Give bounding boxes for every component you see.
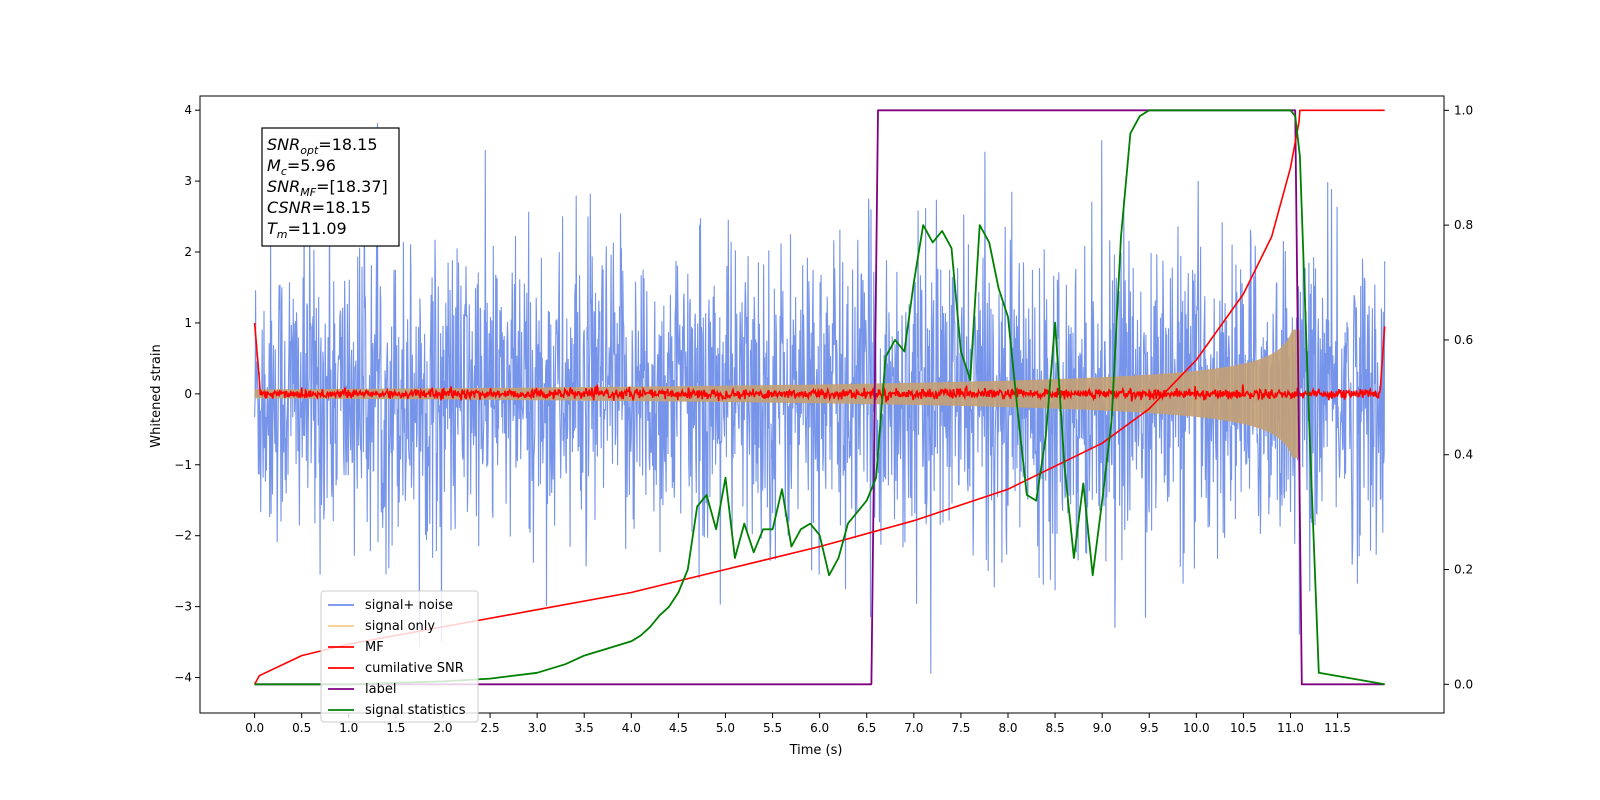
- x-tick-label: 1.5: [386, 721, 405, 735]
- x-tick-label: 1.0: [339, 721, 358, 735]
- y-left-tick-label: −3: [174, 600, 192, 614]
- x-tick-label: 6.0: [810, 721, 829, 735]
- stats-sub: c: [281, 165, 287, 178]
- legend-label: signal statistics: [365, 703, 466, 718]
- x-tick-label: 6.5: [857, 721, 876, 735]
- legend-label: signal+ noise: [365, 598, 453, 613]
- stats-line: SNRopt=18.15: [267, 135, 378, 157]
- x-tick-label: 2.5: [481, 721, 500, 735]
- x-tick-label: 0.5: [292, 721, 311, 735]
- stats-var: SNR: [267, 177, 300, 196]
- legend: signal+ noise signal only MF cumilative SNR…: [320, 590, 479, 723]
- series-signal-statistics: [254, 109, 1385, 686]
- x-tick-label: 0.0: [245, 721, 264, 735]
- x-tick-label: 8.0: [998, 721, 1017, 735]
- stats-var: SNR: [267, 135, 300, 154]
- stats-line: Tm=11.09: [267, 219, 347, 241]
- y-axis-label-left: Whitened strain: [149, 344, 164, 447]
- y-left-tick-label: 2: [184, 245, 192, 259]
- x-tick-label: 5.5: [763, 721, 782, 735]
- stats-var: CSNR: [267, 198, 312, 217]
- x-tick-label: 10.5: [1230, 721, 1257, 735]
- series-mf: [253, 322, 1386, 403]
- stats-var: M: [267, 156, 281, 175]
- y-left-tick-label: 3: [184, 174, 192, 188]
- x-tick-label: 9.0: [1093, 721, 1112, 735]
- stats-value: =18.15: [318, 135, 377, 154]
- y-left-tick-label: −1: [174, 458, 192, 472]
- y-left-tick-label: 1: [184, 316, 192, 330]
- y-left-tick-label: −4: [174, 671, 192, 685]
- y-right-tick-label: 0.6: [1454, 333, 1473, 347]
- stats-line: Mc=5.96: [267, 156, 336, 178]
- legend-label: signal only: [365, 619, 435, 634]
- stats-sub: MF: [300, 186, 316, 199]
- x-tick-label: 5.0: [716, 721, 735, 735]
- x-tick-label: 7.0: [904, 721, 923, 735]
- legend-label: MF: [365, 640, 384, 655]
- y-left-tick-label: 4: [184, 103, 192, 117]
- x-axis-label: Time (s): [789, 743, 843, 758]
- axes-frame: [199, 95, 1445, 714]
- legend-frame: [320, 590, 479, 723]
- stats-line: SNRMF=[18.37]: [267, 177, 388, 199]
- x-tick-label: 9.5: [1140, 721, 1159, 735]
- y-right-tick-label: 0.2: [1454, 563, 1473, 577]
- stats-value: =5.96: [287, 156, 336, 175]
- series-label: [254, 109, 1385, 686]
- x-tick-label: 8.5: [1046, 721, 1065, 735]
- stats-sub: m: [277, 228, 288, 241]
- y-left-tick-label: −2: [174, 529, 192, 543]
- stats-box-frame: [261, 127, 400, 247]
- x-tick-label: 2.0: [433, 721, 452, 735]
- legend-label: cumilative SNR: [365, 661, 464, 676]
- stats-value: =[18.37]: [316, 177, 388, 196]
- stats-box: SNRopt=18.15Mc=5.96SNRMF=[18.37]CSNR=18.…: [261, 127, 400, 247]
- y-right-tick-label: 0.8: [1454, 218, 1473, 232]
- stats-line: CSNR=18.15: [267, 198, 371, 217]
- x-tick-label: 3.5: [575, 721, 594, 735]
- axes: 0.0 0.5 1.0 1.5 2.0 2.5 3.0 3.5 4.0 4.5 5.0 5.5 6.0 6…: [174, 95, 1473, 735]
- y-left-tick-label: 0: [184, 387, 192, 401]
- stats-value: =18.15: [312, 198, 371, 217]
- legend-label: label: [365, 682, 396, 697]
- y-right-tick-label: 1.0: [1454, 103, 1473, 117]
- y-right-tick-label: 0.0: [1454, 677, 1473, 691]
- x-tick-label: 4.5: [669, 721, 688, 735]
- stats-value: =11.09: [288, 219, 347, 238]
- x-tick-label: 4.0: [622, 721, 641, 735]
- x-tick-label: 3.0: [528, 721, 547, 735]
- x-tick-label: 10.0: [1183, 721, 1210, 735]
- stats-sub: opt: [300, 144, 319, 157]
- x-tick-label: 11.0: [1277, 721, 1304, 735]
- y-right-tick-label: 0.4: [1454, 448, 1473, 462]
- x-tick-label: 7.5: [951, 721, 970, 735]
- x-tick-label: 11.5: [1324, 721, 1351, 735]
- stats-var: T: [267, 219, 278, 238]
